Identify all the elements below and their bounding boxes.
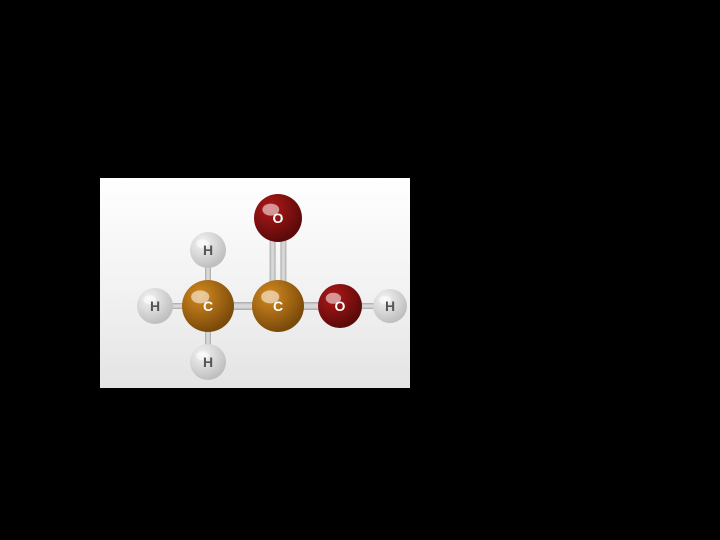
bullet-line: • Charakteristickou skupinou je – C xyxy=(18,85,394,115)
formula-O: O xyxy=(483,42,502,72)
slide-title: Karboxylové kyseliny xyxy=(0,10,720,42)
formula-OH: OH xyxy=(475,112,513,142)
atom-C2 xyxy=(252,280,304,332)
atom-O1 xyxy=(254,194,302,242)
molecule-svg xyxy=(100,178,410,388)
carboxyl-formula: O OH xyxy=(435,42,555,132)
atom-O2 xyxy=(318,284,362,328)
atom-H3 xyxy=(190,344,226,380)
molecule-diagram: CCOOHHHH xyxy=(100,178,410,388)
bullet-marker: • xyxy=(18,87,27,113)
atom-H4 xyxy=(373,289,407,323)
atom-H1 xyxy=(137,288,173,324)
bullet-text: Charakteristickou skupinou je – C xyxy=(39,85,394,115)
atom-H2 xyxy=(190,232,226,268)
atom-C1 xyxy=(182,280,234,332)
